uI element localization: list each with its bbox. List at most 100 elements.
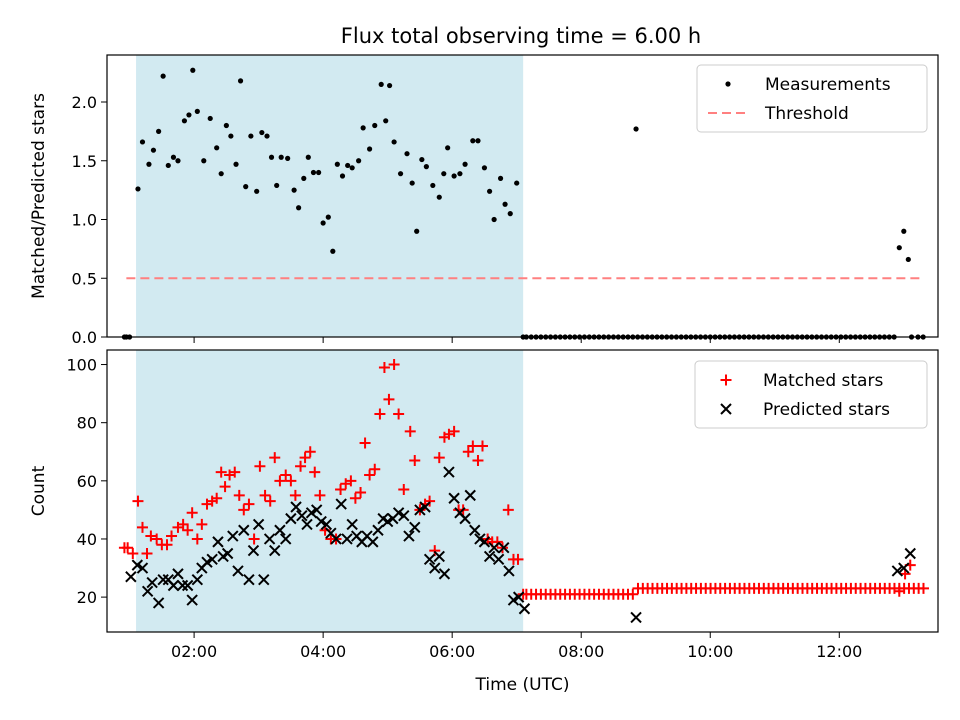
measurement-point <box>237 78 244 84</box>
y-tick-label: 40 <box>77 530 97 549</box>
measurement-point <box>268 154 275 160</box>
matched-star-point <box>502 504 514 516</box>
measurement-point <box>165 162 171 169</box>
matched-star-point <box>141 548 153 560</box>
measurement-point <box>175 158 181 164</box>
matched-star-point <box>917 582 929 594</box>
measurement-point <box>514 180 520 186</box>
measurement-point <box>207 115 213 122</box>
matched-star-point <box>238 504 250 516</box>
matched-star-point <box>345 475 357 487</box>
measurement-point <box>259 129 265 136</box>
measurement-point <box>291 187 297 193</box>
measurement-point <box>383 118 389 124</box>
matched-star-point <box>359 437 371 449</box>
predicted-star-point <box>488 541 500 554</box>
matched-star-point <box>378 361 390 373</box>
measurement-point <box>190 67 196 73</box>
matched-star-point <box>355 486 367 498</box>
matched-star-point <box>122 542 134 554</box>
legend-matched-marker <box>720 374 732 386</box>
measurement-point <box>339 173 346 179</box>
measurement-point <box>160 73 166 79</box>
matched-star-point <box>280 469 292 481</box>
legend-label: Measurements <box>765 75 891 95</box>
observing-span <box>136 55 524 337</box>
measurement-point <box>274 182 280 189</box>
y-tick-label: 80 <box>77 414 97 433</box>
predicted-star-point <box>157 573 169 586</box>
measurement-point <box>146 161 152 167</box>
matched-star-point <box>269 452 281 464</box>
matched-star-point <box>127 548 139 560</box>
matched-star-point <box>369 463 381 475</box>
measurement-point <box>233 161 239 167</box>
measurement-point <box>356 158 362 164</box>
x-tick-label: 04:00 <box>300 642 346 661</box>
predicted-star-point <box>503 565 515 577</box>
predicted-star-point <box>330 533 342 545</box>
measurement-point <box>409 180 415 186</box>
matched-star-point <box>299 452 311 464</box>
measurement-point <box>633 126 639 132</box>
predicted-star-point <box>141 585 154 598</box>
measurement-point <box>391 139 397 145</box>
x-tick-label: 10:00 <box>687 642 733 661</box>
predicted-star-point <box>167 579 180 592</box>
matched-star-point <box>462 446 474 458</box>
matched-star-point <box>145 530 157 542</box>
matched-star-point <box>398 484 410 496</box>
measurement-point <box>301 175 307 181</box>
measurement-point <box>181 118 188 124</box>
matched-star-point <box>429 545 441 557</box>
matched-star-point <box>404 425 416 437</box>
predicted-star-point <box>280 533 292 545</box>
measurement-point <box>386 82 393 89</box>
predicted-star-point <box>443 466 455 478</box>
matched-star-point <box>233 489 245 501</box>
measurement-point <box>470 138 476 144</box>
matched-star-point <box>264 495 276 507</box>
measurement-point <box>430 182 436 189</box>
measurement-point <box>414 228 420 234</box>
predicted-star-point <box>433 550 445 563</box>
measurement-point <box>901 228 907 234</box>
matched-star-point <box>274 475 286 487</box>
x-tick-label: 02:00 <box>171 642 217 661</box>
predicted-star-point <box>186 594 198 606</box>
measurement-point <box>248 133 254 139</box>
predicted-star-point <box>258 573 270 586</box>
matched-star-point <box>304 446 316 458</box>
matched-star-point <box>467 440 479 452</box>
matched-star-point <box>476 440 488 452</box>
measurement-point <box>366 146 373 152</box>
predicted-star-point <box>232 565 244 577</box>
predicted-star-point <box>152 597 165 609</box>
matched-star-point <box>285 475 297 487</box>
y-tick-label: 0.5 <box>72 269 97 288</box>
predicted-star-point <box>492 553 505 566</box>
predicted-star-point <box>372 524 384 536</box>
measurement-point <box>296 205 302 211</box>
predicted-star-point <box>512 591 525 603</box>
matched-star-point <box>289 489 301 501</box>
measurement-point <box>150 147 157 153</box>
matched-star-point <box>309 466 321 478</box>
measurement-point <box>186 112 192 118</box>
legend-label: Predicted stars <box>763 400 890 420</box>
predicted-star-point <box>429 562 441 574</box>
matched-star-point <box>229 466 241 478</box>
predicted-star-point <box>423 553 436 566</box>
measurement-point <box>378 81 384 87</box>
matched-star-point <box>182 524 194 536</box>
predicted-star-point <box>891 565 904 577</box>
legend-box <box>696 64 928 133</box>
measurement-point <box>372 122 378 129</box>
measurement-point <box>201 158 207 164</box>
measurement-point <box>310 169 317 176</box>
matched-star-point <box>893 585 905 597</box>
y-tick-label: 20 <box>77 588 97 607</box>
matched-star-point <box>191 533 203 545</box>
measurement-point <box>404 151 410 157</box>
predicted-star-point <box>409 521 421 534</box>
